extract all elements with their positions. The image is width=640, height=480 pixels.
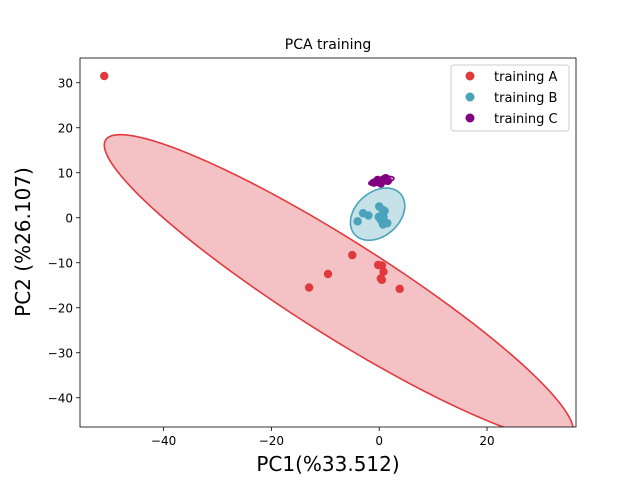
plot-frame	[79, 57, 577, 428]
y-tick-label: 20	[58, 121, 73, 135]
confidence-ellipse-training-a	[103, 133, 574, 427]
legend-marker-training-b	[465, 92, 475, 102]
data-point-training-a	[100, 71, 109, 81]
x-tick-label: 0	[375, 434, 383, 448]
y-tick-label: 0	[65, 211, 73, 225]
legend-marker-training-a	[465, 71, 475, 81]
data-point-training-a	[377, 275, 387, 285]
x-axis-label: PC1(%33.512)	[256, 452, 399, 476]
x-tick-label: 20	[479, 434, 494, 448]
legend-marker-training-c	[465, 113, 475, 123]
chart-title: PCA training	[285, 37, 371, 53]
y-tick-label: −40	[48, 391, 73, 405]
y-axis-ticks: −40 −30 −20 −10 0 10 20 30	[48, 76, 80, 405]
y-tick-label: −20	[48, 301, 73, 315]
y-axis-label: PC2 (%26.107)	[11, 167, 35, 317]
y-tick-label: −10	[48, 256, 73, 270]
data-point-training-c	[373, 175, 382, 185]
data-point-training-a	[323, 269, 333, 279]
y-tick-label: 10	[58, 166, 73, 180]
legend-label-training-a: training A	[494, 70, 557, 85]
data-point-training-a	[304, 283, 314, 292]
data-point-training-a	[348, 250, 357, 260]
x-axis-ticks: −40 −20 0 20	[151, 427, 495, 448]
scatter-points	[100, 71, 404, 294]
data-point-training-a	[377, 261, 387, 270]
data-point-training-b	[364, 211, 373, 220]
legend: training A training B training C	[450, 64, 570, 132]
legend-box	[450, 64, 570, 132]
x-tick-label: −20	[259, 434, 284, 448]
data-point-training-b	[378, 220, 388, 229]
legend-label-training-c: training C	[494, 112, 558, 127]
x-tick-label: −40	[151, 434, 176, 448]
data-point-training-c	[383, 176, 393, 186]
y-tick-label: −30	[48, 346, 73, 360]
y-tick-label: 30	[58, 76, 73, 90]
data-point-training-a	[379, 267, 388, 276]
legend-label-training-b: training B	[494, 91, 557, 106]
data-point-training-a	[395, 284, 404, 294]
data-point-training-b	[353, 217, 362, 226]
